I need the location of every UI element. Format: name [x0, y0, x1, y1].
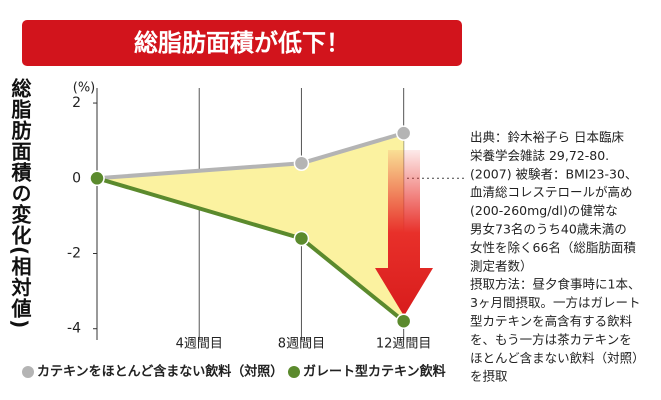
note-line: 栄養学会雑誌 29,72-80.: [470, 148, 609, 163]
legend-label: カテキンをほとんど含まない飲料（対照）: [37, 364, 283, 380]
legend-label: ガレート型カテキン飲料: [303, 364, 446, 380]
note-line: 型カテキンを高含有する飲料: [470, 314, 633, 329]
legend-marker: [288, 366, 300, 378]
note-line: を、もう一方は茶カテキンを: [470, 332, 632, 347]
y-axis-label: 総脂肪面積の変化(相対値): [8, 78, 32, 330]
data-point: [395, 125, 412, 141]
legend-marker: [22, 366, 34, 378]
y-tick-label: 0: [72, 170, 81, 186]
note-line: 摂取方法：昼夕食事時に1本、: [470, 277, 640, 292]
note-line: を摂取: [470, 369, 508, 384]
note-line: 女性を除く66名（総脂肪面積: [470, 240, 636, 255]
note-line: (2007) 被験者：BMI23-30、: [470, 166, 637, 181]
area-between: [97, 133, 404, 322]
y-tick-label: 2: [72, 95, 81, 111]
data-point: [293, 155, 310, 171]
y-tick-label: -2: [67, 245, 81, 261]
down-arrow: [375, 150, 433, 316]
note-line: 3ヶ月間摂取。一方はガレート: [470, 295, 640, 310]
chart-title: 総脂肪面積が低下！: [134, 29, 350, 57]
y-unit: (%): [73, 81, 96, 96]
x-tick-label: 8週間目: [278, 337, 325, 352]
y-tick-label: -4: [67, 321, 81, 337]
note-line: ほとんど含まない飲料（対照）: [470, 350, 645, 365]
data-point: [395, 313, 412, 329]
title-banner: [22, 20, 462, 66]
note-line: 測定者数）: [470, 258, 533, 273]
note-line: 男女73名のうち40歳未満の: [470, 222, 627, 237]
note-line: 血清総コレステロールが高め: [470, 185, 633, 200]
data-point: [89, 170, 105, 187]
note-line: (200-260mg/dl)の健常な: [470, 203, 618, 218]
x-tick-label: 12週間目: [376, 337, 432, 352]
x-tick-label: 4週間目: [176, 337, 223, 352]
data-point: [293, 230, 310, 247]
note-line: 出典：鈴木裕子ら 日本臨床: [470, 130, 624, 145]
